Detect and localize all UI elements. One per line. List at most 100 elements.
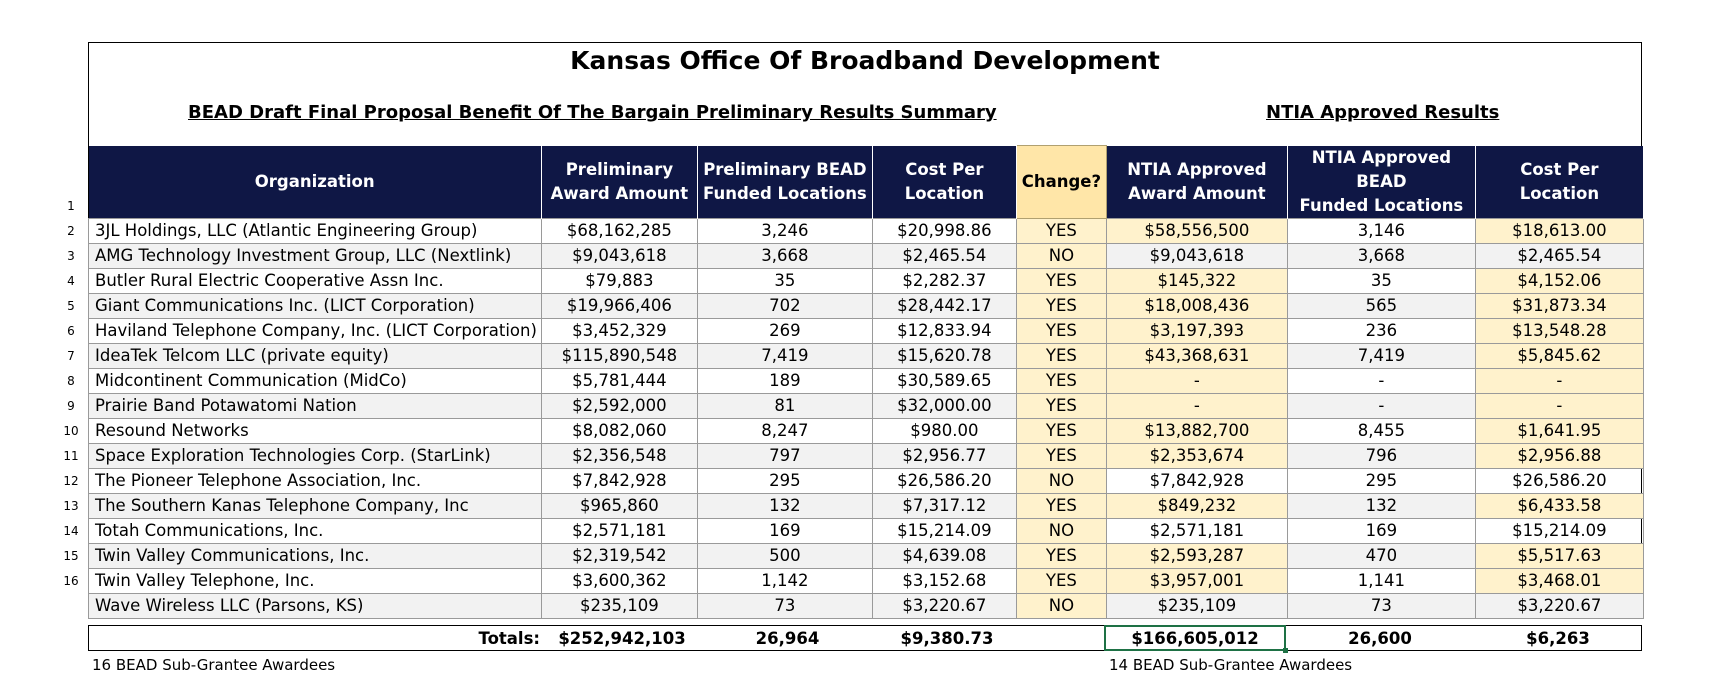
cell-ntia-locations[interactable]: 169 — [1286, 517, 1476, 544]
cell-change[interactable]: YES — [1015, 542, 1107, 569]
cell-preliminary-award[interactable]: $3,452,329 — [540, 317, 698, 344]
cell-ntia-locations[interactable]: - — [1286, 392, 1476, 419]
cell-preliminary-locations[interactable]: 3,668 — [696, 242, 873, 269]
cell-cost-per-location[interactable]: $32,000.00 — [871, 392, 1017, 419]
cell-preliminary-locations[interactable]: 1,142 — [696, 567, 873, 594]
cell-ntia-locations[interactable]: 3,146 — [1286, 217, 1476, 244]
cell-ntia-award[interactable]: $2,593,287 — [1105, 542, 1288, 569]
cell-preliminary-award[interactable]: $965,860 — [540, 492, 698, 519]
cell-ntia-award[interactable]: $2,353,674 — [1105, 442, 1288, 469]
cell-ntia-award[interactable]: $7,842,928 — [1105, 467, 1288, 494]
cell-change[interactable]: NO — [1015, 592, 1107, 619]
cell-preliminary-award[interactable]: $9,043,618 — [540, 242, 698, 269]
cell-organization[interactable]: Wave Wireless LLC (Parsons, KS) — [88, 592, 542, 619]
cell-organization[interactable]: Prairie Band Potawatomi Nation — [88, 392, 542, 419]
cell-ntia-cost[interactable]: $3,468.01 — [1474, 567, 1644, 594]
cell-organization[interactable]: Totah Communications, Inc. — [88, 517, 542, 544]
cell-preliminary-locations[interactable]: 73 — [696, 592, 873, 619]
cell-change[interactable]: YES — [1015, 417, 1107, 444]
cell-ntia-locations[interactable]: 8,455 — [1286, 417, 1476, 444]
cell-preliminary-award[interactable]: $8,082,060 — [540, 417, 698, 444]
cell-preliminary-locations[interactable]: 3,246 — [696, 217, 873, 244]
cell-ntia-cost[interactable]: - — [1474, 367, 1644, 394]
cell-cost-per-location[interactable]: $15,620.78 — [871, 342, 1017, 369]
cell-preliminary-award[interactable]: $79,883 — [540, 267, 698, 294]
cell-organization[interactable]: Twin Valley Telephone, Inc. — [88, 567, 542, 594]
cell-ntia-cost[interactable]: $2,465.54 — [1474, 242, 1644, 269]
cell-ntia-locations[interactable]: 3,668 — [1286, 242, 1476, 269]
cell-ntia-award[interactable]: - — [1105, 367, 1288, 394]
cell-ntia-award[interactable]: $3,957,001 — [1105, 567, 1288, 594]
cell-organization[interactable]: Haviland Telephone Company, Inc. (LICT C… — [88, 317, 542, 344]
header-preliminary-locations[interactable]: Preliminary BEAD Funded Locations — [697, 145, 873, 218]
cell-ntia-locations[interactable]: 7,419 — [1286, 342, 1476, 369]
cell-ntia-award[interactable]: $58,556,500 — [1105, 217, 1288, 244]
header-preliminary-award[interactable]: Preliminary Award Amount — [541, 145, 698, 218]
cell-ntia-locations[interactable]: 295 — [1286, 467, 1476, 494]
cell-change[interactable]: YES — [1015, 217, 1107, 244]
cell-organization[interactable]: The Pioneer Telephone Association, Inc. — [88, 467, 542, 494]
cell-cost-per-location[interactable]: $4,639.08 — [871, 542, 1017, 569]
totals-ntia-locations[interactable]: 26,600 — [1348, 629, 1412, 648]
cell-ntia-award[interactable]: $235,109 — [1105, 592, 1288, 619]
cell-change[interactable]: NO — [1015, 517, 1107, 544]
cell-change[interactable]: YES — [1015, 317, 1107, 344]
cell-organization[interactable]: Twin Valley Communications, Inc. — [88, 542, 542, 569]
cell-organization[interactable]: The Southern Kanas Telephone Company, In… — [88, 492, 542, 519]
cell-cost-per-location[interactable]: $2,956.77 — [871, 442, 1017, 469]
cell-organization[interactable]: AMG Technology Investment Group, LLC (Ne… — [88, 242, 542, 269]
cell-ntia-award[interactable]: - — [1105, 392, 1288, 419]
cell-ntia-cost[interactable]: $4,152.06 — [1474, 267, 1644, 294]
cell-ntia-award[interactable]: $145,322 — [1105, 267, 1288, 294]
cell-preliminary-award[interactable]: $2,356,548 — [540, 442, 698, 469]
cell-preliminary-locations[interactable]: 295 — [696, 467, 873, 494]
cell-preliminary-locations[interactable]: 189 — [696, 367, 873, 394]
cell-organization[interactable]: IdeaTek Telcom LLC (private equity) — [88, 342, 542, 369]
header-cost-per-location[interactable]: Cost Per Location — [872, 145, 1017, 218]
cell-change[interactable]: NO — [1015, 242, 1107, 269]
cell-cost-per-location[interactable]: $20,998.86 — [871, 217, 1017, 244]
cell-ntia-cost[interactable]: $1,641.95 — [1474, 417, 1644, 444]
cell-preliminary-locations[interactable]: 8,247 — [696, 417, 873, 444]
cell-cost-per-location[interactable]: $30,589.65 — [871, 367, 1017, 394]
header-ntia-award[interactable]: NTIA Approved Award Amount — [1106, 145, 1288, 218]
cell-preliminary-award[interactable]: $2,319,542 — [540, 542, 698, 569]
header-change[interactable]: Change? — [1015, 145, 1107, 219]
cell-change[interactable]: YES — [1015, 267, 1107, 294]
cell-cost-per-location[interactable]: $7,317.12 — [871, 492, 1017, 519]
cell-ntia-cost[interactable]: $13,548.28 — [1474, 317, 1644, 344]
cell-preliminary-locations[interactable]: 500 — [696, 542, 873, 569]
cell-ntia-cost[interactable]: $3,220.67 — [1474, 592, 1644, 619]
cell-cost-per-location[interactable]: $12,833.94 — [871, 317, 1017, 344]
totals-ntia-cost[interactable]: $6,263 — [1526, 629, 1590, 648]
cell-cost-per-location[interactable]: $2,465.54 — [871, 242, 1017, 269]
cell-preliminary-award[interactable]: $2,592,000 — [540, 392, 698, 419]
cell-ntia-award[interactable]: $849,232 — [1105, 492, 1288, 519]
cell-ntia-cost[interactable]: $15,214.09 — [1474, 517, 1644, 544]
cell-ntia-award[interactable]: $2,571,181 — [1105, 517, 1288, 544]
cell-ntia-locations[interactable]: - — [1286, 367, 1476, 394]
cell-organization[interactable]: 3JL Holdings, LLC (Atlantic Engineering … — [88, 217, 542, 244]
cell-ntia-locations[interactable]: 1,141 — [1286, 567, 1476, 594]
cell-ntia-locations[interactable]: 73 — [1286, 592, 1476, 619]
cell-preliminary-award[interactable]: $5,781,444 — [540, 367, 698, 394]
cell-ntia-award[interactable]: $9,043,618 — [1105, 242, 1288, 269]
cell-ntia-locations[interactable]: 132 — [1286, 492, 1476, 519]
cell-preliminary-locations[interactable]: 702 — [696, 292, 873, 319]
cell-organization[interactable]: Giant Communications Inc. (LICT Corporat… — [88, 292, 542, 319]
cell-preliminary-award[interactable]: $115,890,548 — [540, 342, 698, 369]
header-ntia-cost[interactable]: Cost Per Location — [1475, 145, 1644, 218]
cell-ntia-award[interactable]: $13,882,700 — [1105, 417, 1288, 444]
cell-cost-per-location[interactable]: $28,442.17 — [871, 292, 1017, 319]
cell-preliminary-award[interactable]: $235,109 — [540, 592, 698, 619]
cell-cost-per-location[interactable]: $2,282.37 — [871, 267, 1017, 294]
cell-preliminary-locations[interactable]: 132 — [696, 492, 873, 519]
cell-preliminary-award[interactable]: $7,842,928 — [540, 467, 698, 494]
cell-preliminary-locations[interactable]: 269 — [696, 317, 873, 344]
cell-ntia-cost[interactable]: $31,873.34 — [1474, 292, 1644, 319]
cell-cost-per-location[interactable]: $15,214.09 — [871, 517, 1017, 544]
totals-award[interactable]: $252,942,103 — [558, 629, 686, 648]
cell-preliminary-locations[interactable]: 169 — [696, 517, 873, 544]
cell-change[interactable]: YES — [1015, 442, 1107, 469]
cell-preliminary-award[interactable]: $68,162,285 — [540, 217, 698, 244]
